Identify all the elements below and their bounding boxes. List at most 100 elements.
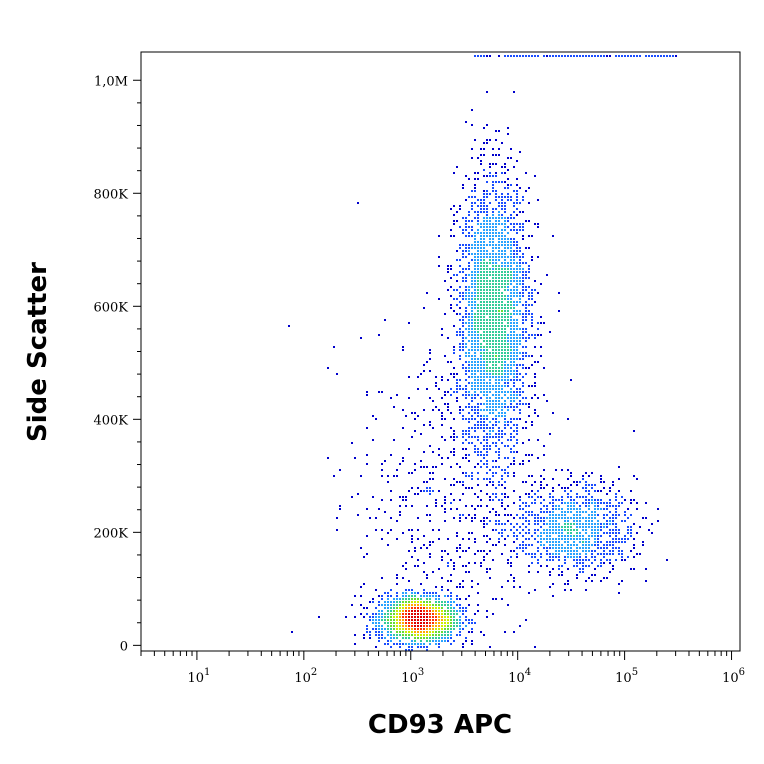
event-dot bbox=[435, 376, 437, 378]
event-dot bbox=[534, 301, 536, 303]
event-dot bbox=[504, 433, 506, 435]
event-dot bbox=[516, 439, 518, 441]
event-dot bbox=[426, 637, 428, 639]
event-dot bbox=[450, 574, 452, 576]
event-dot bbox=[531, 553, 533, 555]
event-dot bbox=[603, 502, 605, 504]
event-dot bbox=[561, 550, 563, 552]
event-dot bbox=[507, 343, 509, 345]
event-dot bbox=[378, 628, 380, 630]
event-dot bbox=[393, 475, 395, 477]
event-dot bbox=[510, 244, 512, 246]
event-dot bbox=[603, 556, 605, 558]
event-dot bbox=[465, 280, 467, 282]
event-dot bbox=[477, 199, 479, 201]
event-dot bbox=[534, 385, 536, 387]
event-dot bbox=[588, 538, 590, 540]
event-dot bbox=[465, 439, 467, 441]
event-dot bbox=[468, 301, 470, 303]
event-dot bbox=[444, 640, 446, 642]
event-dot bbox=[393, 625, 395, 627]
event-dot bbox=[495, 442, 497, 444]
event-dot bbox=[447, 379, 449, 381]
event-dot bbox=[549, 574, 551, 576]
event-dot bbox=[471, 148, 473, 150]
event-dot bbox=[516, 322, 518, 324]
x-tick-label: 104 bbox=[508, 667, 531, 686]
event-dot bbox=[507, 535, 509, 537]
event-dot bbox=[501, 532, 503, 534]
event-dot bbox=[522, 280, 524, 282]
event-dot bbox=[543, 55, 545, 57]
event-dot bbox=[507, 406, 509, 408]
event-dot bbox=[501, 397, 503, 399]
event-dot bbox=[522, 223, 524, 225]
event-dot bbox=[441, 505, 443, 507]
event-dot bbox=[474, 364, 476, 366]
event-dot bbox=[483, 448, 485, 450]
event-dot bbox=[501, 433, 503, 435]
event-dot bbox=[522, 262, 524, 264]
event-dot bbox=[396, 628, 398, 630]
event-dot bbox=[426, 631, 428, 633]
event-dot bbox=[498, 292, 500, 294]
event-dot bbox=[468, 532, 470, 534]
event-dot bbox=[624, 55, 626, 57]
event-dot bbox=[465, 637, 467, 639]
event-dot bbox=[474, 304, 476, 306]
event-dot bbox=[459, 610, 461, 612]
event-dot bbox=[522, 316, 524, 318]
event-dot bbox=[492, 286, 494, 288]
event-dot bbox=[570, 502, 572, 504]
event-dot bbox=[405, 589, 407, 591]
event-dot bbox=[495, 358, 497, 360]
event-dot bbox=[477, 451, 479, 453]
event-dot bbox=[516, 55, 518, 57]
event-dot bbox=[594, 511, 596, 513]
event-dot bbox=[438, 601, 440, 603]
event-dot bbox=[507, 352, 509, 354]
event-dot bbox=[423, 535, 425, 537]
event-dot bbox=[588, 559, 590, 561]
event-dot bbox=[498, 337, 500, 339]
event-dot bbox=[429, 613, 431, 615]
event-dot bbox=[480, 163, 482, 165]
event-dot bbox=[576, 547, 578, 549]
event-dot bbox=[498, 370, 500, 372]
event-dot bbox=[459, 412, 461, 414]
event-dot bbox=[534, 337, 536, 339]
event-dot bbox=[498, 355, 500, 357]
event-dot bbox=[429, 397, 431, 399]
event-dot bbox=[492, 460, 494, 462]
event-dot bbox=[408, 601, 410, 603]
event-dot bbox=[477, 289, 479, 291]
event-dot bbox=[444, 610, 446, 612]
event-dot bbox=[570, 490, 572, 492]
event-dot bbox=[552, 553, 554, 555]
event-dot bbox=[432, 628, 434, 630]
event-dot bbox=[507, 217, 509, 219]
event-dot bbox=[483, 421, 485, 423]
event-dot bbox=[519, 391, 521, 393]
event-dot bbox=[480, 250, 482, 252]
event-dot bbox=[423, 619, 425, 621]
event-dot bbox=[627, 55, 629, 57]
event-dot bbox=[513, 517, 515, 519]
event-dot bbox=[432, 640, 434, 642]
event-dot bbox=[462, 253, 464, 255]
event-dot bbox=[423, 592, 425, 594]
event-dot bbox=[516, 232, 518, 234]
event-dot bbox=[522, 460, 524, 462]
event-dot bbox=[504, 421, 506, 423]
event-dot bbox=[447, 268, 449, 270]
event-dot bbox=[471, 304, 473, 306]
event-dot bbox=[486, 328, 488, 330]
event-dot bbox=[402, 346, 404, 348]
event-dot bbox=[573, 535, 575, 537]
event-dot bbox=[552, 514, 554, 516]
event-dot bbox=[534, 532, 536, 534]
event-dot bbox=[423, 544, 425, 546]
event-dot bbox=[516, 547, 518, 549]
event-dot bbox=[426, 292, 428, 294]
event-dot bbox=[450, 634, 452, 636]
